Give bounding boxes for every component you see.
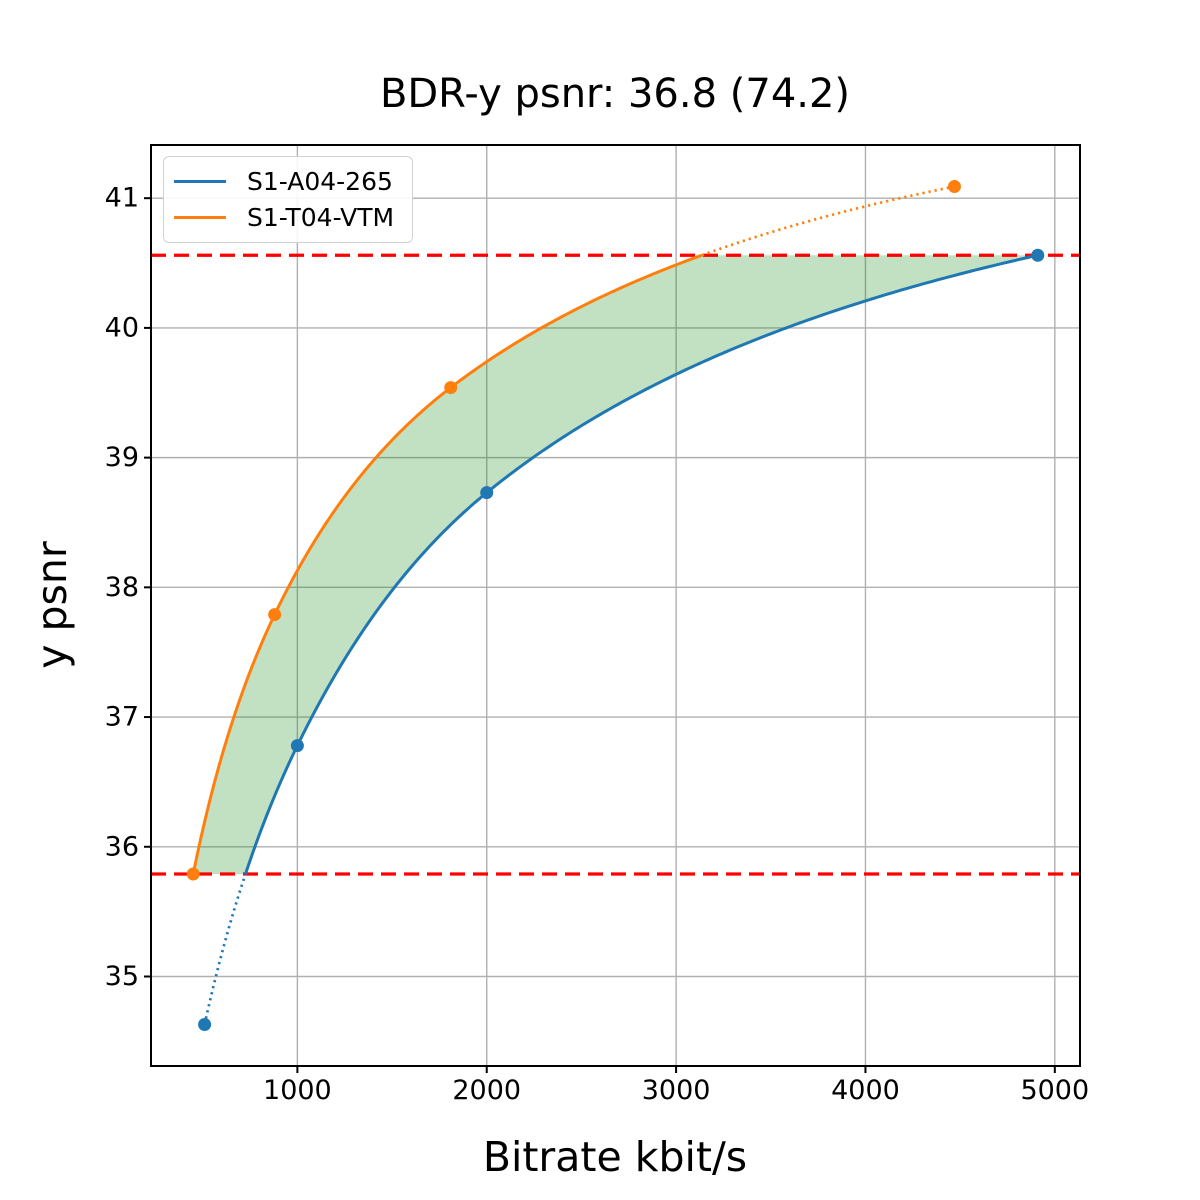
series-line-S1-T04-VTM xyxy=(191,253,703,875)
overlap-hlines-layer xyxy=(151,253,1080,876)
y-tick-label-40: 40 xyxy=(105,312,139,343)
legend-label: S1-A04-265 xyxy=(247,167,393,196)
data-point-marker-S1-T04-VTM xyxy=(186,867,200,881)
data-point-marker-S1-A04-265 xyxy=(198,1017,212,1031)
series-line-S1-A04-265-extrapolated xyxy=(203,873,247,1025)
x-tick-label-4000: 4000 xyxy=(831,1075,900,1106)
legend-label: S1-T04-VTM xyxy=(247,203,395,232)
data-point-marker-S1-T04-VTM xyxy=(947,180,961,194)
legend-line-swatch xyxy=(174,216,226,219)
x-axis-label: Bitrate kbit/s xyxy=(483,1133,747,1181)
legend-item: S1-A04-265 xyxy=(174,168,394,195)
x-tick-label-5000: 5000 xyxy=(1020,1075,1089,1106)
data-point-marker-S1-A04-265 xyxy=(480,486,494,500)
data-point-marker-S1-T04-VTM xyxy=(268,608,282,622)
legend-item: S1-T04-VTM xyxy=(174,204,394,231)
tick-labels-layer: 1000 2000 3000 4000 5000 35 36 37 38 39 40 41 xyxy=(105,183,1090,1106)
axes-spines-layer xyxy=(144,144,1081,1073)
data-point-markers-layer xyxy=(186,180,1045,1031)
data-point-marker-S1-A04-265 xyxy=(1031,248,1045,262)
series-line-S1-T04-VTM-extrapolated xyxy=(701,185,955,257)
y-axis-label: y psnr xyxy=(28,541,76,669)
legend-line-swatch xyxy=(174,180,226,183)
x-tick-label-3000: 3000 xyxy=(642,1075,711,1106)
y-tick-label-41: 41 xyxy=(105,183,139,214)
axes-spines xyxy=(150,144,1081,1067)
bd-shaded-region xyxy=(193,255,1038,875)
y-tick-label-35: 35 xyxy=(105,961,139,992)
bd-shaded-region-layer xyxy=(193,255,1038,875)
y-tick-label-36: 36 xyxy=(105,831,139,862)
y-tick-label-38: 38 xyxy=(105,572,139,603)
data-point-marker-S1-A04-265 xyxy=(290,739,304,753)
chart-title: BDR-y psnr: 36.8 (74.2) xyxy=(380,71,850,117)
y-tick-label-37: 37 xyxy=(105,702,139,733)
x-tick-label-1000: 1000 xyxy=(263,1075,332,1106)
y-tick-label-39: 39 xyxy=(105,442,139,473)
legend: S1-A04-265 S1-T04-VTM xyxy=(163,156,414,243)
data-point-marker-S1-T04-VTM xyxy=(444,381,458,395)
x-tick-label-2000: 2000 xyxy=(452,1075,521,1106)
